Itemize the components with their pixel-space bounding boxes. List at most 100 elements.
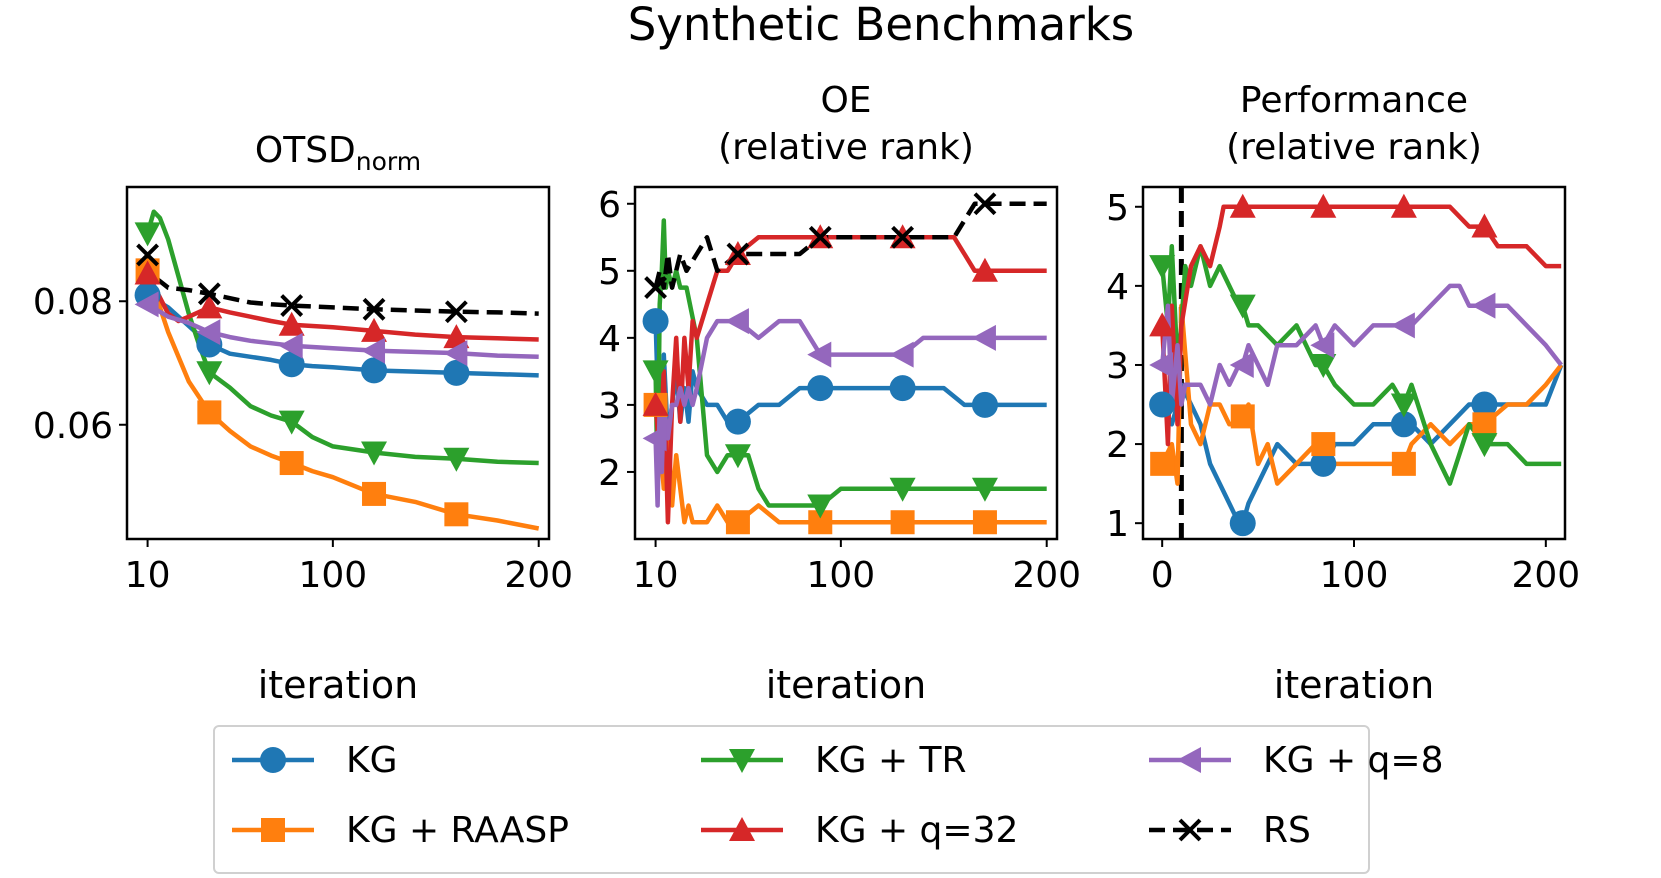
legend-item: KG + TR bbox=[699, 738, 967, 782]
y-tick-label: 2 bbox=[598, 453, 621, 494]
marker-point bbox=[642, 308, 669, 335]
subplot-title: OE (relative rank) bbox=[718, 80, 974, 168]
marker-point bbox=[891, 225, 915, 249]
legend-label: KG + TR bbox=[815, 739, 967, 781]
marker-point bbox=[1471, 213, 1498, 238]
x-tick-label: 0 bbox=[1151, 555, 1174, 596]
legend-marker bbox=[729, 817, 755, 841]
plot-area bbox=[1149, 187, 1564, 539]
marker-point bbox=[136, 243, 159, 267]
x-tick-label: 200 bbox=[1012, 555, 1081, 596]
marker-point bbox=[278, 410, 305, 435]
marker-point bbox=[196, 294, 223, 319]
marker-point bbox=[1390, 193, 1417, 218]
marker-point bbox=[971, 391, 998, 418]
axes-frame bbox=[125, 185, 551, 541]
marker-point bbox=[807, 341, 832, 368]
subplot-1: OTSDnorm 10 100 200 0.06 0.08 iteration bbox=[33, 130, 573, 707]
marker-point bbox=[1229, 294, 1256, 319]
legend-item: KG + q=8 bbox=[1147, 738, 1443, 782]
legend-label: KG + RAASP bbox=[346, 809, 569, 851]
series-line-rs bbox=[653, 201, 1047, 290]
axes-frame bbox=[1141, 185, 1567, 541]
marker-point bbox=[642, 360, 669, 385]
marker-point bbox=[724, 444, 751, 469]
legend-label: KG + q=8 bbox=[1263, 739, 1444, 781]
subplot-title: OTSDnorm bbox=[255, 130, 421, 176]
y-tick-label: 5 bbox=[1106, 188, 1129, 229]
x-tick-label: 10 bbox=[633, 555, 679, 596]
marker-point bbox=[807, 494, 834, 519]
series-line-kg-q-8 bbox=[1159, 283, 1563, 407]
x-axis-label: iteration bbox=[766, 663, 927, 707]
x-tick-label: 10 bbox=[125, 555, 171, 596]
y-tick-label: 5 bbox=[598, 252, 621, 293]
marker-point bbox=[1390, 411, 1417, 438]
marker-point bbox=[362, 297, 386, 321]
marker-point bbox=[971, 324, 996, 351]
marker-point bbox=[361, 357, 388, 384]
marker-point bbox=[444, 300, 468, 324]
marker-point bbox=[971, 257, 998, 282]
marker-point bbox=[443, 324, 470, 349]
marker-point bbox=[724, 408, 751, 435]
plot-area bbox=[134, 209, 540, 531]
marker-point bbox=[279, 451, 304, 476]
legend: KG KG + TR KG + q=8 KG + RAASP KG + q=32… bbox=[213, 725, 1443, 874]
marker-point bbox=[889, 375, 916, 402]
figure-title: Synthetic Benchmarks bbox=[628, 0, 1135, 51]
x-tick-label: 200 bbox=[1511, 555, 1580, 596]
y-tick-label: 4 bbox=[1106, 267, 1129, 308]
subplot-3: Performance (relative rank) 0 100 200 1 2 3 4 5 it… bbox=[1106, 80, 1580, 707]
legend-item: KG + RAASP bbox=[230, 808, 569, 852]
y-tick-label: 3 bbox=[598, 386, 621, 427]
legend-handle bbox=[701, 817, 783, 841]
marker-point bbox=[134, 222, 161, 247]
marker-point bbox=[1390, 393, 1417, 418]
marker-point bbox=[443, 359, 470, 386]
marker-point bbox=[361, 441, 388, 466]
marker-point bbox=[1391, 451, 1416, 476]
marker-point bbox=[443, 340, 468, 367]
marker-point bbox=[361, 337, 386, 364]
legend-marker bbox=[261, 818, 285, 842]
series-line-rs bbox=[145, 254, 539, 316]
series-line-kg-raasp bbox=[653, 404, 1047, 525]
series-line-kg-tr bbox=[145, 209, 539, 466]
marker-point bbox=[134, 260, 161, 285]
legend-item: KG bbox=[230, 738, 398, 782]
marker-point bbox=[1471, 391, 1498, 418]
marker-point bbox=[278, 332, 303, 359]
subplot-title: Performance (relative rank) bbox=[1226, 80, 1482, 168]
legend-marker bbox=[1177, 747, 1201, 773]
marker-point bbox=[725, 510, 750, 535]
legend-handle bbox=[701, 749, 783, 773]
marker-point bbox=[1311, 432, 1336, 457]
y-tick-label: 4 bbox=[598, 319, 621, 360]
marker-point bbox=[1150, 451, 1175, 476]
legend-handle bbox=[1149, 818, 1231, 842]
marker-point bbox=[444, 502, 469, 527]
subplot-2: OE (relative rank) 10 100 200 2 3 4 5 6 iteration bbox=[598, 80, 1081, 707]
marker-point bbox=[726, 242, 750, 266]
marker-point bbox=[197, 282, 221, 306]
y-tick-label: 0.08 bbox=[33, 282, 113, 323]
marker-point bbox=[1229, 510, 1256, 537]
y-tick-label: 2 bbox=[1106, 425, 1129, 466]
marker-point bbox=[278, 311, 305, 336]
marker-point bbox=[971, 477, 998, 502]
marker-point bbox=[1230, 404, 1255, 429]
marker-point bbox=[278, 351, 305, 378]
marker-point bbox=[1310, 332, 1335, 359]
x-axis-label: iteration bbox=[1274, 663, 1435, 707]
legend-marker bbox=[1178, 818, 1202, 842]
legend-handle bbox=[232, 747, 314, 773]
marker-point bbox=[196, 319, 221, 346]
marker-point bbox=[642, 391, 669, 416]
marker-point bbox=[724, 308, 749, 335]
marker-point bbox=[807, 375, 834, 402]
marker-point bbox=[1472, 412, 1497, 437]
legend-item: KG + q=32 bbox=[699, 808, 1018, 852]
